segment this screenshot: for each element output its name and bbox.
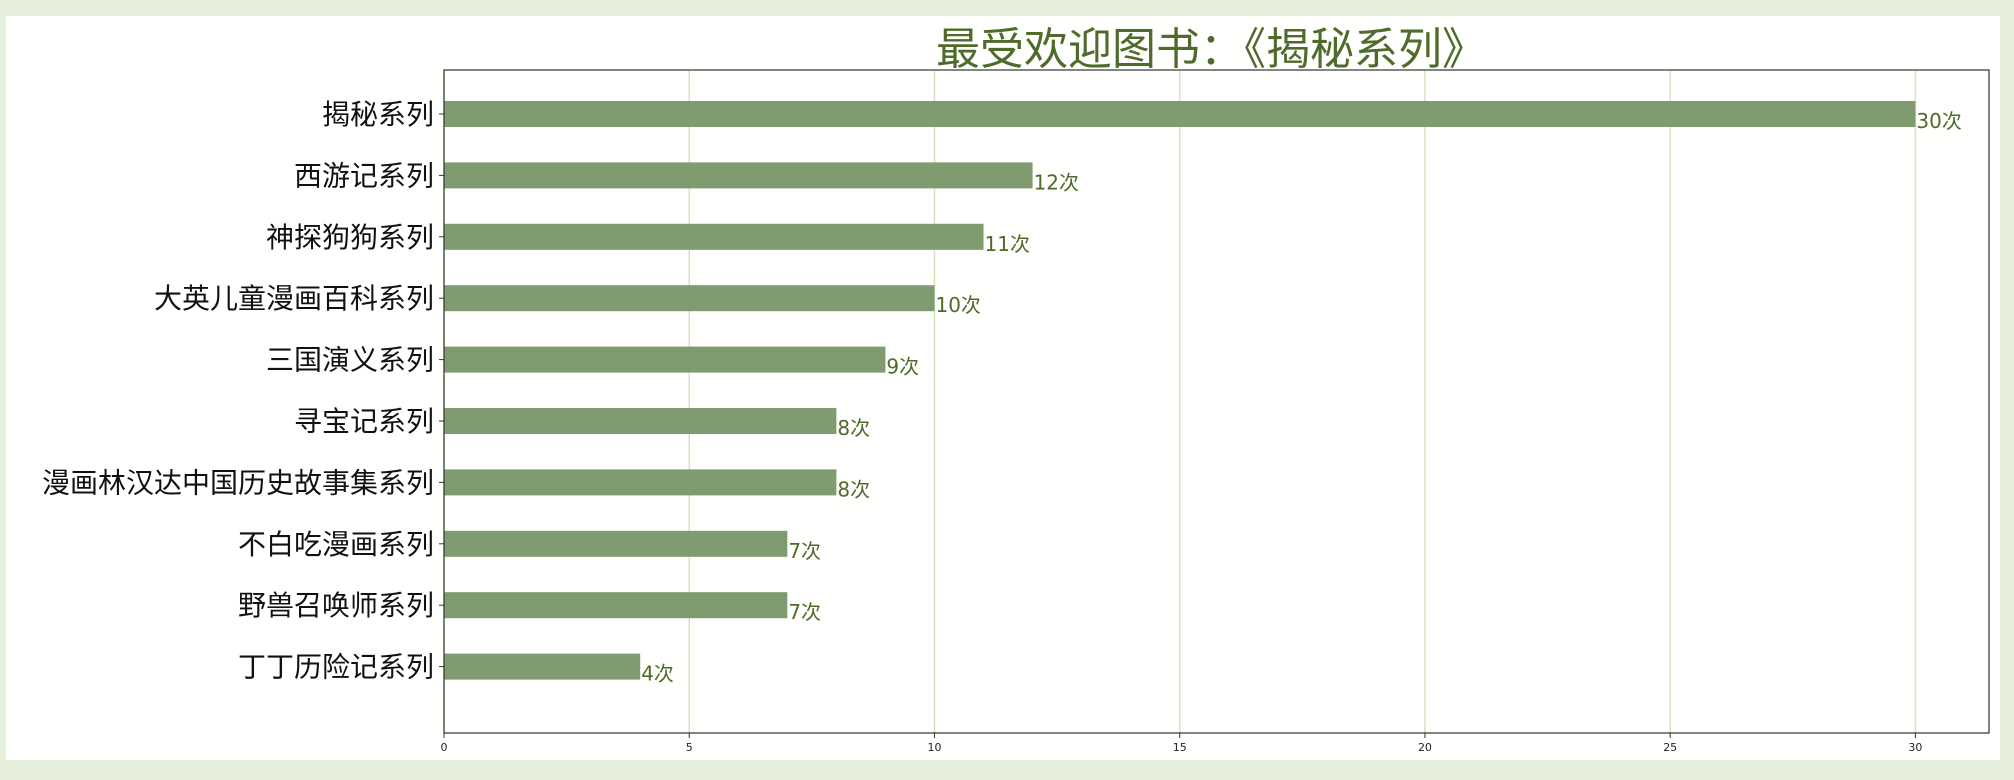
category-label: 不白吃漫画系列 bbox=[238, 528, 434, 561]
data-label: 7次 bbox=[788, 600, 821, 624]
bar bbox=[444, 653, 641, 680]
bar bbox=[444, 162, 1033, 189]
data-labels: 30次 12次 11次 10次 9次 8次 8次 7次 7次 4次 bbox=[641, 109, 1962, 686]
data-label: 9次 bbox=[886, 355, 919, 379]
chart-title: 最受欢迎图书：《揭秘系列》 bbox=[936, 24, 1486, 75]
bar bbox=[444, 223, 984, 250]
bars bbox=[444, 101, 1916, 680]
bar bbox=[444, 285, 935, 312]
x-tick-label: 10 bbox=[927, 741, 941, 754]
category-label: 三国演义系列 bbox=[266, 344, 434, 377]
x-axis-ticks: 0 5 10 15 20 25 30 bbox=[441, 733, 1922, 754]
category-label: 丁丁历险记系列 bbox=[238, 651, 434, 684]
bar bbox=[444, 592, 788, 619]
data-label: 11次 bbox=[985, 232, 1030, 256]
chart-panel: 0 5 10 15 20 25 30 揭秘系列西游记系列神探狗狗系列大英儿童漫画百科系列三国… bbox=[6, 16, 2000, 760]
x-tick-label: 30 bbox=[1908, 741, 1922, 754]
data-label: 8次 bbox=[837, 477, 870, 501]
x-tick-label: 25 bbox=[1663, 741, 1677, 754]
bar bbox=[444, 101, 1916, 127]
category-label: 揭秘系列 bbox=[322, 98, 434, 131]
data-label: 12次 bbox=[1034, 170, 1079, 194]
plot-area-border bbox=[443, 69, 1990, 734]
x-tick-label: 15 bbox=[1173, 741, 1187, 754]
bar bbox=[444, 469, 837, 496]
x-tick-label: 20 bbox=[1418, 741, 1432, 754]
x-tick-label: 5 bbox=[686, 741, 693, 754]
category-label: 寻宝记系列 bbox=[294, 405, 434, 438]
bar bbox=[444, 408, 837, 434]
category-label: 西游记系列 bbox=[294, 159, 434, 192]
category-label: 漫画林汉达中国历史故事集系列 bbox=[42, 466, 434, 499]
bar bbox=[444, 530, 788, 557]
data-label: 4次 bbox=[641, 662, 674, 686]
category-label: 大英儿童漫画百科系列 bbox=[154, 282, 434, 315]
category-label: 野兽召唤师系列 bbox=[238, 589, 434, 622]
data-label: 10次 bbox=[935, 293, 980, 317]
bar bbox=[444, 346, 886, 373]
category-labels: 揭秘系列西游记系列神探狗狗系列大英儿童漫画百科系列三国演义系列寻宝记系列漫画林汉… bbox=[42, 98, 444, 684]
data-label: 7次 bbox=[788, 539, 821, 563]
x-tick-label: 0 bbox=[441, 741, 448, 754]
data-label: 30次 bbox=[1916, 109, 1961, 133]
data-label: 8次 bbox=[837, 416, 870, 440]
category-label: 神探狗狗系列 bbox=[266, 221, 434, 254]
bar-chart: 0 5 10 15 20 25 30 揭秘系列西游记系列神探狗狗系列大英儿童漫画百科系列三国… bbox=[42, 24, 1990, 754]
